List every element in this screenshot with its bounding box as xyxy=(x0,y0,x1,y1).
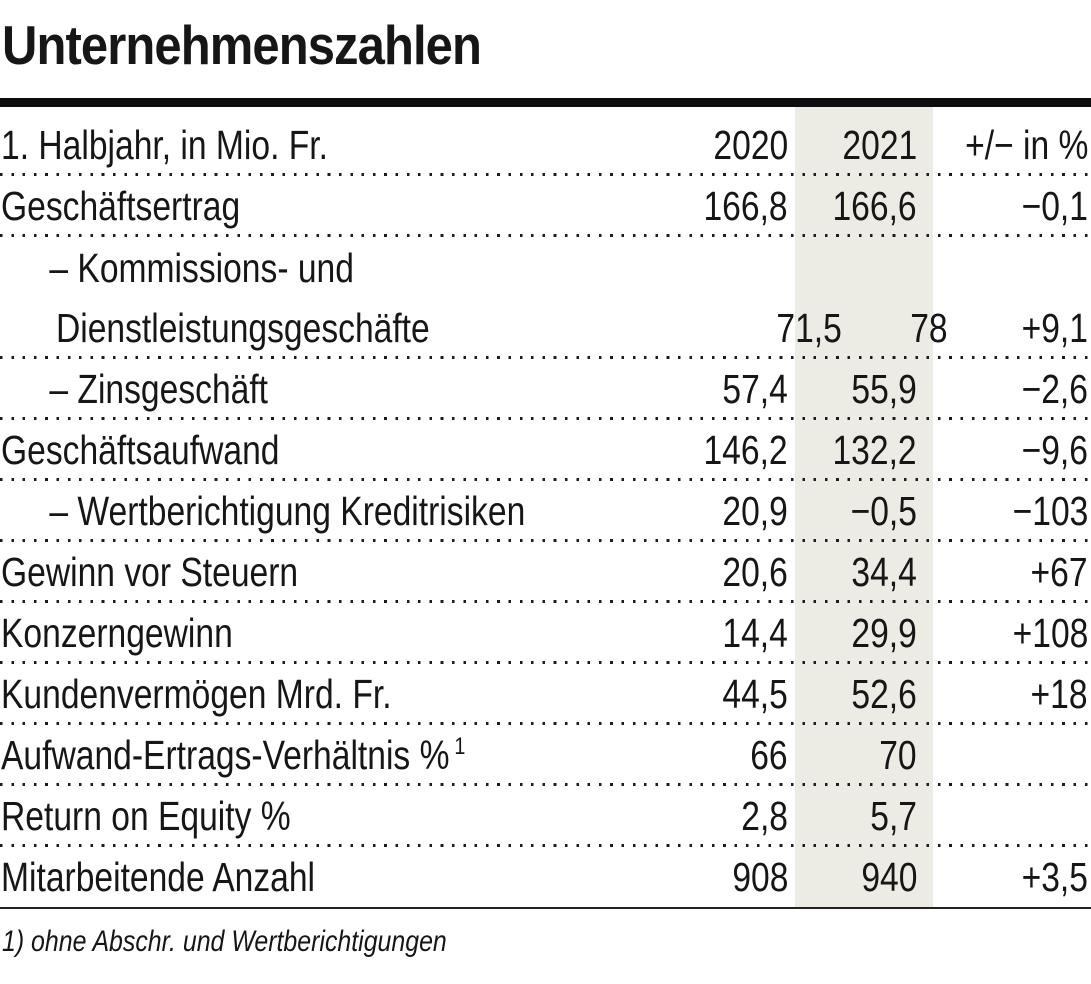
value-2020: 44,5 xyxy=(722,670,788,717)
value-2021: 52,6 xyxy=(851,670,917,717)
table-row: Geschäftsaufwand 146,2 132,2 −9,6 xyxy=(0,419,1091,481)
value-2020: 166,8 xyxy=(703,182,788,229)
value-change: +9,1 xyxy=(1021,304,1088,351)
table-row: – Kommissions- und Dienstleistungsgeschä… xyxy=(0,236,1091,359)
table-row: – Zinsgeschäft 57,4 55,9 −2,6 xyxy=(0,358,1091,420)
value-2021: 5,7 xyxy=(870,792,917,839)
header-year-2020: 2020 xyxy=(713,121,788,168)
value-2021: 166,6 xyxy=(832,182,917,229)
footnote-marker: 1 xyxy=(454,732,466,760)
bottom-rule xyxy=(0,907,1091,909)
figures-table: 1. Halbjahr, in Mio. Fr. 2020 2021 +/− i… xyxy=(0,107,1091,907)
value-change: +67 xyxy=(1030,548,1088,595)
row-label: Gewinn vor Steuern xyxy=(1,548,299,595)
table-row: Konzerngewinn 14,4 29,9 +108 xyxy=(0,602,1091,664)
value-change: +108 xyxy=(1012,609,1088,656)
value-change: −0,1 xyxy=(1021,182,1088,229)
table-row: Aufwand-Ertrags-Verhältnis % 1 66 70 xyxy=(0,724,1091,786)
value-2021: 29,9 xyxy=(851,609,917,656)
value-2021: 940 xyxy=(860,853,917,900)
value-change xyxy=(933,787,1091,846)
top-rule xyxy=(0,98,1091,107)
table-row: Mitarbeitende Anzahl 908 940 +3,5 xyxy=(0,846,1091,907)
value-2020: 57,4 xyxy=(722,365,788,412)
value-change: −2,6 xyxy=(1021,365,1088,412)
row-label: Konzerngewinn xyxy=(1,609,233,656)
value-2020: 20,9 xyxy=(722,487,789,534)
value-2021: 34,4 xyxy=(851,548,917,595)
header-year-2021: 2021 xyxy=(842,121,917,168)
value-2020: 66 xyxy=(750,731,788,778)
value-2020: 2,8 xyxy=(741,792,788,839)
header-change-percent: +/− in % xyxy=(964,121,1088,168)
table-row: Gewinn vor Steuern 20,6 34,4 +67 xyxy=(0,541,1091,603)
value-2021: 55,9 xyxy=(851,365,917,412)
value-change: −103 xyxy=(1012,487,1088,534)
table-row: – Wertberichtigung Kreditrisiken 20,9 −0… xyxy=(0,480,1091,542)
row-label: Geschäftsaufwand xyxy=(1,426,280,473)
value-2021: −0,5 xyxy=(850,487,918,534)
page-title: Unternehmenszahlen xyxy=(2,14,482,76)
value-2020: 71,5 xyxy=(776,304,842,351)
value-change: +18 xyxy=(1030,670,1088,717)
value-2020: 20,6 xyxy=(722,548,788,595)
value-2020: 146,2 xyxy=(703,426,788,473)
value-change: −9,6 xyxy=(1021,426,1088,473)
header-unit-label: 1. Halbjahr, in Mio. Fr. xyxy=(1,121,329,168)
value-change xyxy=(933,726,1091,785)
value-2021: 78 xyxy=(909,304,948,351)
value-change: +3,5 xyxy=(1021,853,1088,900)
value-2020: 14,4 xyxy=(722,609,788,656)
row-label: Mitarbeitende Anzahl xyxy=(1,853,315,900)
highlight-column-2021 xyxy=(795,107,933,907)
footnote: 1) ohne Abschr. und Wertberichtigungen xyxy=(2,925,447,958)
table-row: Return on Equity % 2,8 5,7 xyxy=(0,785,1091,847)
table-header-row: 1. Halbjahr, in Mio. Fr. 2020 2021 +/− i… xyxy=(0,107,1091,176)
row-label: Kundenvermögen Mrd. Fr. xyxy=(1,670,392,717)
row-label: – Kommissions- und Dienstleistungsgeschä… xyxy=(49,245,430,351)
value-2021: 132,2 xyxy=(832,426,917,473)
row-label: Aufwand-Ertrags-Verhältnis % 1 xyxy=(1,731,466,778)
table-row: Geschäftsertrag 166,8 166,6 −0,1 xyxy=(0,175,1091,237)
value-2020: 908 xyxy=(731,853,788,900)
row-label: – Zinsgeschäft xyxy=(49,365,269,412)
row-label: Return on Equity % xyxy=(1,792,291,839)
table-row: Kundenvermögen Mrd. Fr. 44,5 52,6 +18 xyxy=(0,663,1091,725)
value-2021: 70 xyxy=(879,731,917,778)
row-label: Geschäftsertrag xyxy=(1,182,241,229)
row-label: – Wertberichtigung Kreditrisiken xyxy=(49,487,526,534)
